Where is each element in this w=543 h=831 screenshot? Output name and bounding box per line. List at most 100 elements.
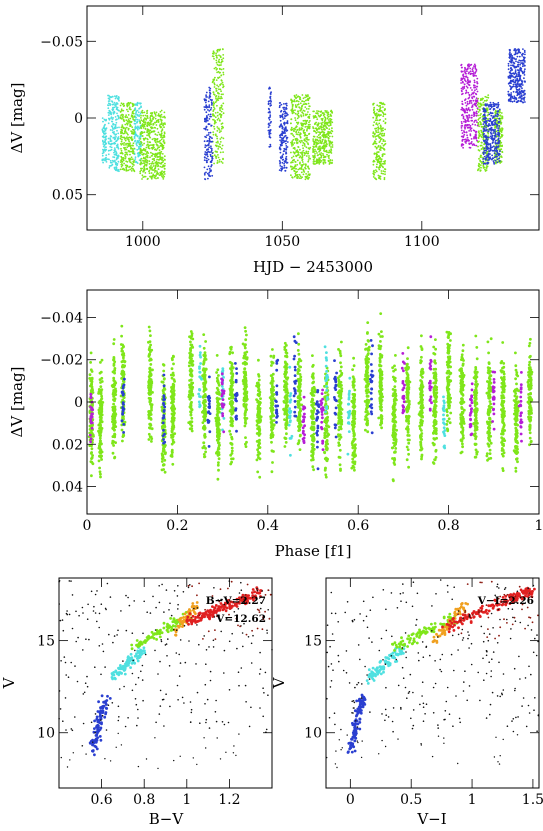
lightcurve-point	[321, 140, 324, 143]
lightcurve-point	[521, 84, 524, 86]
lightcurve-point	[115, 151, 118, 154]
lightcurve-point	[384, 140, 386, 143]
lightcurve-point	[317, 114, 320, 117]
lightcurve-point	[491, 142, 494, 144]
lightcurve-point	[110, 146, 113, 149]
lightcurve-point	[378, 114, 381, 117]
lightcurve-point	[330, 146, 332, 148]
lightcurve-point	[302, 97, 305, 100]
lightcurve-point	[372, 124, 375, 127]
lightcurve-point	[304, 119, 307, 122]
lightcurve-point	[510, 95, 512, 98]
lightcurve-point	[283, 132, 285, 135]
phased-point	[97, 444, 101, 448]
lightcurve-point	[222, 112, 225, 115]
lightcurve-point	[112, 137, 115, 139]
phased-point	[90, 370, 94, 373]
lightcurve-point	[316, 152, 318, 154]
lightcurve-point	[126, 161, 129, 163]
lightcurve-point	[377, 134, 380, 137]
lightcurve-point	[211, 152, 214, 155]
lightcurve-point	[496, 103, 498, 106]
lightcurve-point	[144, 172, 147, 174]
lightcurve-point	[323, 116, 326, 118]
lightcurve-point	[285, 104, 288, 107]
lightcurve-point	[280, 133, 283, 136]
lightcurve-point	[518, 83, 521, 86]
phased-point	[161, 453, 165, 457]
lightcurve-point	[468, 116, 470, 119]
lightcurve-point	[280, 169, 283, 172]
phased-point	[149, 357, 153, 361]
lightcurve-point	[115, 154, 118, 157]
lightcurve-point	[148, 132, 151, 135]
lightcurve-point	[323, 122, 326, 125]
lightcurve-point	[328, 143, 331, 145]
lightcurve-point	[121, 151, 123, 154]
lightcurve-point	[515, 58, 517, 60]
lightcurve-point	[381, 127, 384, 130]
lightcurve-point	[108, 109, 111, 112]
lightcurve-point	[123, 132, 126, 135]
lightcurve-point	[375, 169, 377, 172]
phased-point	[147, 325, 151, 329]
lightcurve-point	[520, 79, 522, 81]
lightcurve-point	[219, 97, 222, 100]
lightcurve-point	[285, 155, 288, 158]
lightcurve-point	[470, 63, 473, 66]
lightcurve-point	[158, 149, 161, 152]
lightcurve-point	[521, 65, 524, 68]
lightcurve-point	[480, 160, 483, 163]
lightcurve-point	[216, 114, 219, 117]
lightcurve-point	[516, 82, 519, 85]
lightcurve-point	[210, 164, 213, 166]
lightcurve-point	[159, 114, 162, 117]
lightcurve-point	[145, 152, 148, 154]
lightcurve-point	[500, 156, 503, 159]
lightcurve-point	[490, 148, 492, 151]
lightcurve-point	[469, 73, 472, 76]
phased-point	[163, 470, 167, 474]
phased-point	[171, 434, 175, 438]
lightcurve-point	[328, 135, 331, 138]
lightcurve-point	[153, 176, 156, 179]
lightcurve-point	[513, 95, 516, 98]
lightcurve-point	[329, 123, 332, 125]
lightcurve-point	[270, 100, 272, 103]
lightcurve-point	[292, 130, 295, 132]
lightcurve-point	[220, 79, 223, 82]
lightcurve-point	[156, 127, 159, 130]
lightcurve-point	[115, 140, 117, 143]
lightcurve-point	[382, 172, 384, 175]
lightcurve-point	[203, 108, 206, 111]
lightcurve-point	[119, 116, 122, 118]
lightcurve-point	[158, 124, 161, 127]
lightcurve-point	[116, 146, 119, 149]
lightcurve-point	[466, 136, 469, 139]
lightcurve-point	[219, 88, 222, 91]
lightcurve-point	[212, 104, 215, 107]
lightcurve-point	[374, 145, 377, 148]
lightcurve-point	[293, 135, 295, 138]
lightcurve-point	[286, 141, 289, 143]
lightcurve-point	[511, 64, 514, 67]
lightcurve-point	[290, 122, 292, 125]
lightcurve-point	[485, 137, 488, 140]
lightcurve-point	[493, 108, 496, 110]
lightcurve-point	[461, 114, 463, 117]
lightcurve-point	[133, 147, 136, 150]
lightcurve-point	[497, 145, 500, 148]
lightcurve-point	[140, 142, 143, 144]
phased-point	[89, 351, 93, 355]
lightcurve-point	[207, 113, 210, 116]
lightcurve-point	[145, 146, 148, 149]
lightcurve-point	[468, 142, 470, 145]
lightcurve-point	[216, 137, 219, 140]
lightcurve-point	[477, 122, 480, 125]
lightcurve-point	[160, 156, 163, 159]
lightcurve-point	[514, 72, 517, 74]
lightcurve-point	[498, 117, 501, 120]
lightcurve-point	[522, 94, 525, 96]
lightcurve-point	[327, 111, 330, 114]
lightcurve-point	[126, 108, 128, 111]
